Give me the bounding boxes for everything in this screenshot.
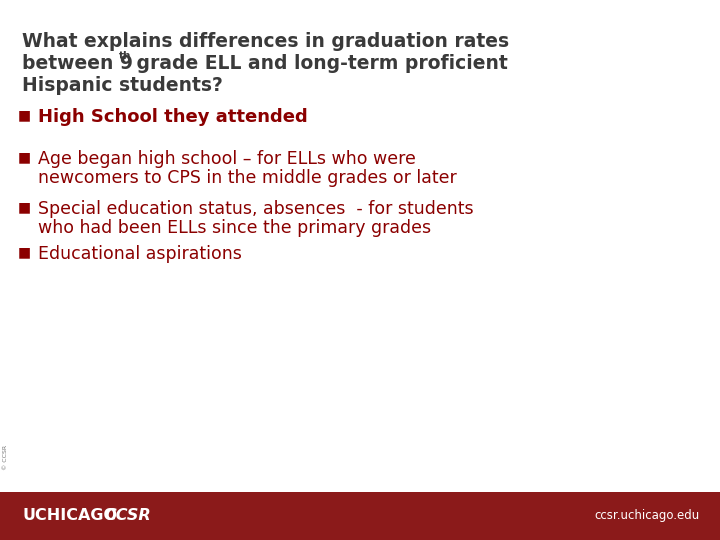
Text: ■: ■: [18, 245, 31, 259]
Text: © CCSR: © CCSR: [4, 445, 9, 470]
Text: What explains differences in graduation rates: What explains differences in graduation …: [22, 32, 509, 51]
Text: between 9: between 9: [22, 54, 133, 73]
Text: ■: ■: [18, 108, 31, 122]
Text: ■: ■: [18, 200, 31, 214]
Text: High School they attended: High School they attended: [38, 108, 307, 126]
Text: who had been ELLs since the primary grades: who had been ELLs since the primary grad…: [38, 219, 431, 237]
Text: UCHICAGO: UCHICAGO: [22, 509, 117, 523]
Text: ■: ■: [18, 150, 31, 164]
Text: grade ELL and long-term proficient: grade ELL and long-term proficient: [130, 54, 508, 73]
Text: Educational aspirations: Educational aspirations: [38, 245, 242, 263]
Text: ccsr.uchicago.edu: ccsr.uchicago.edu: [595, 510, 700, 523]
Text: th: th: [119, 51, 131, 61]
Text: Hispanic students?: Hispanic students?: [22, 76, 223, 95]
Bar: [0, 492, 720, 540]
Text: Age began high school – for ELLs who were: Age began high school – for ELLs who wer…: [38, 150, 416, 168]
Text: Special education status, absences  - for students: Special education status, absences - for…: [38, 200, 474, 218]
Text: newcomers to CPS in the middle grades or later: newcomers to CPS in the middle grades or…: [38, 169, 456, 187]
Text: CCSR: CCSR: [104, 509, 150, 523]
